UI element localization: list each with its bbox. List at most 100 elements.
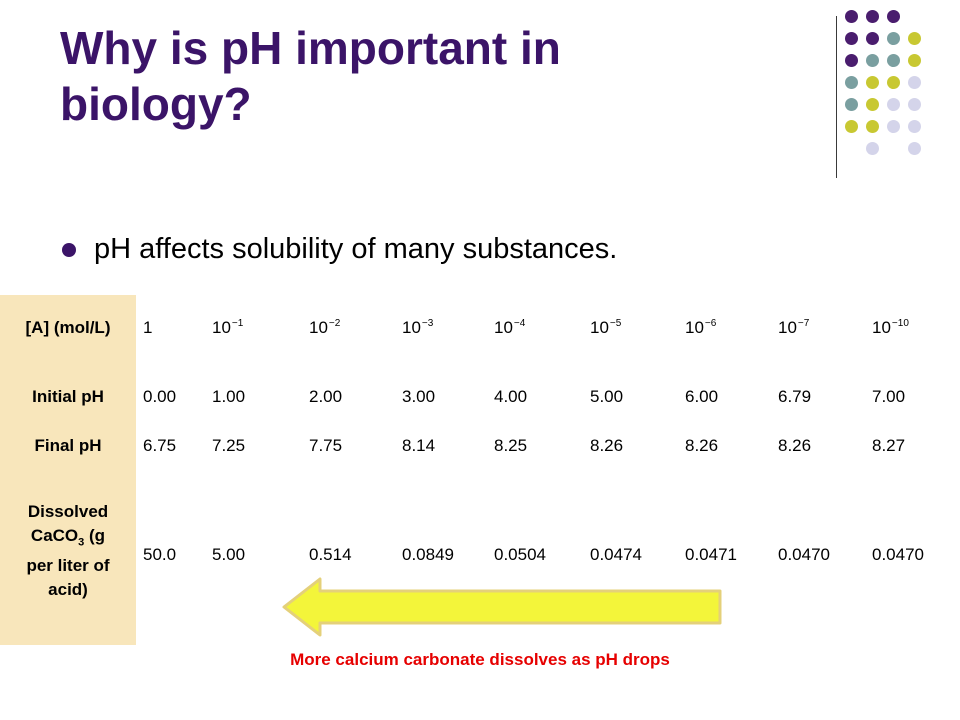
decorative-dot [845,54,858,67]
decorative-dot [845,32,858,45]
decorative-dot [908,76,921,89]
decorative-dot [866,32,879,45]
concentration-exponent: −1 [231,318,244,329]
row-header-dissolved: Dissolved CaCO3 (g per liter of acid) [0,500,136,602]
row-header-dissolved-line1: Dissolved [27,502,109,521]
dissolved-cell: 5.00 [212,545,246,564]
row-header-initial-ph: Initial pH [32,387,104,406]
concentration-exponent: −10 [891,318,909,329]
dissolved-cell: 0.0471 [685,545,737,564]
decorative-dot [887,120,900,133]
concentration-cell: 10−7 [778,318,809,338]
concentration-cell: 10−3 [402,318,433,338]
concentration-exponent: −2 [328,318,341,329]
initial-ph-cell: 5.00 [590,387,624,406]
concentration-base: 10 [402,318,421,337]
dissolved-cell: 50.0 [143,545,177,564]
row-header-dissolved-line4: acid) [48,580,88,600]
initial-ph-cell: 2.00 [309,387,343,406]
concentration-base: 1 [143,318,153,337]
final-ph-cell: 7.25 [212,436,246,455]
concentration-cell: 10−2 [309,318,340,338]
caco-text: CaCO [30,526,79,545]
concentration-cell: 10−6 [685,318,716,338]
final-ph-cell: 8.26 [778,436,812,455]
initial-ph-cell: 4.00 [494,387,528,406]
dissolved-cell: 0.0504 [494,545,546,564]
final-ph-cell: 8.25 [494,436,528,455]
dissolved-cell: 0.0849 [402,545,454,564]
final-ph-cell: 8.26 [685,436,719,455]
dissolved-cell: 0.514 [309,545,352,564]
slide-title: Why is pH important in biology? [60,20,760,132]
decorative-dot [887,54,900,67]
decorative-dot [866,10,879,23]
decorative-dot [866,54,879,67]
final-ph-cell: 7.75 [309,436,343,455]
decorative-dot [845,120,858,133]
final-ph-cell: 8.26 [590,436,624,455]
concentration-base: 10 [590,318,609,337]
row-header-final-ph: Final pH [34,436,102,455]
concentration-exponent: −6 [704,318,717,329]
decorative-dot [845,98,858,111]
slide-title-line2: biology? [60,78,252,130]
row-header-panel [0,295,136,645]
concentration-cell: 1 [143,318,152,338]
concentration-base: 10 [212,318,231,337]
concentration-base: 10 [685,318,704,337]
concentration-base: 10 [309,318,328,337]
initial-ph-cell: 7.00 [872,387,906,406]
initial-ph-cell: 3.00 [402,387,436,406]
concentration-exponent: −3 [421,318,434,329]
dissolved-cell: 0.0470 [778,545,830,564]
decorative-dot [908,142,921,155]
left-arrow-icon [282,577,722,637]
decorative-dot [908,120,921,133]
concentration-cell: 10−5 [590,318,621,338]
decorative-dot [887,98,900,111]
caco-subscript: 3 [78,536,85,549]
initial-ph-cell: 0.00 [143,387,177,406]
bullet-text: pH affects solubility of many substances… [94,233,618,265]
caco-suffix: (g [84,526,106,545]
decorative-dot [845,76,858,89]
concentration-base: 10 [872,318,891,337]
final-ph-cell: 6.75 [143,436,177,455]
dissolved-cell: 0.0474 [590,545,642,564]
decorative-dot [908,54,921,67]
row-header-concentration: [A] (mol/L) [25,318,111,337]
concentration-base: 10 [494,318,513,337]
decorative-dot [887,32,900,45]
final-ph-cell: 8.27 [872,436,906,455]
decorative-dot [887,76,900,89]
initial-ph-cell: 6.79 [778,387,812,406]
concentration-exponent: −5 [609,318,622,329]
decorative-dot [845,10,858,23]
concentration-cell: 10−10 [872,318,909,338]
decorative-dot [866,120,879,133]
bullet-item: pH affects solubility of many substances… [62,233,617,266]
row-header-dissolved-line3: per liter of [26,556,110,576]
bullet-icon [62,242,76,257]
decorative-dot [908,32,921,45]
concentration-exponent: −4 [513,318,526,329]
decorative-divider [836,16,837,178]
decorative-dot [887,10,900,23]
dissolved-cell: 0.0470 [872,545,924,564]
initial-ph-cell: 1.00 [212,387,246,406]
row-header-dissolved-line2: CaCO3 (g [30,526,106,549]
final-ph-cell: 8.14 [402,436,436,455]
initial-ph-cell: 6.00 [685,387,719,406]
decorative-dot-grid [845,10,955,160]
decorative-dot [866,142,879,155]
decorative-dot [866,98,879,111]
decorative-dot [908,98,921,111]
concentration-cell: 10−1 [212,318,243,338]
decorative-dot [866,76,879,89]
concentration-exponent: −7 [797,318,810,329]
concentration-cell: 10−4 [494,318,525,338]
slide-title-line1: Why is pH important in [60,22,561,74]
arrow-caption: More calcium carbonate dissolves as pH d… [290,650,670,669]
concentration-base: 10 [778,318,797,337]
